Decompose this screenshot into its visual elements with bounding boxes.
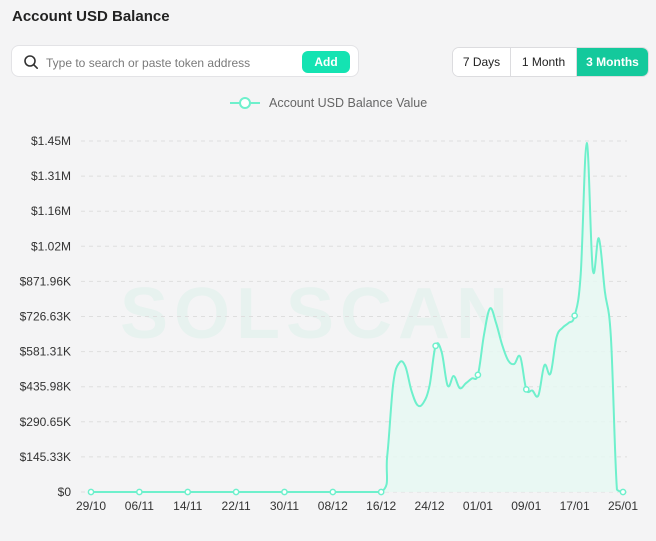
search-input[interactable] xyxy=(44,52,303,74)
x-tick-label: 01/01 xyxy=(463,499,493,513)
legend-label: Account USD Balance Value xyxy=(269,96,428,110)
x-tick-label: 14/11 xyxy=(173,499,202,513)
x-tick-label: 08/12 xyxy=(318,499,348,513)
balance-chart: SOLSCAN $0 $145.33K $290.65K $435.98K $581.3… xyxy=(20,134,639,513)
x-tick-label: 16/12 xyxy=(366,499,396,513)
data-point-marker[interactable] xyxy=(232,488,240,496)
range-3-months-button[interactable]: 3 Months xyxy=(577,48,648,76)
data-point-marker[interactable] xyxy=(281,488,288,496)
y-tick-label: $145.33K xyxy=(20,450,71,464)
y-tick-label: $871.96K xyxy=(20,274,71,288)
legend-line-marker-icon xyxy=(230,97,260,109)
data-point-marker[interactable] xyxy=(87,488,95,496)
y-tick-label: $290.65K xyxy=(20,415,71,429)
x-tick-label: 25/01 xyxy=(608,499,638,513)
x-tick-label: 17/01 xyxy=(560,499,590,513)
y-tick-label: $1.16M xyxy=(31,204,71,218)
y-tick-label: $1.31M xyxy=(31,169,71,183)
data-point-marker[interactable] xyxy=(329,488,337,496)
solscan-watermark: SOLSCAN xyxy=(120,274,514,354)
data-point-marker[interactable] xyxy=(571,312,578,320)
x-tick-label: 29/10 xyxy=(76,499,106,513)
data-point-marker[interactable] xyxy=(184,488,192,496)
x-tick-label: 30/11 xyxy=(270,499,299,513)
data-point-marker[interactable] xyxy=(432,342,439,350)
page-title: Account USD Balance xyxy=(12,8,170,25)
y-tick-label: $1.02M xyxy=(31,239,71,253)
y-tick-label: $435.98K xyxy=(20,380,71,394)
data-point-marker[interactable] xyxy=(619,488,627,496)
x-tick-label: 24/12 xyxy=(415,499,445,513)
range-1-month-button[interactable]: 1 Month xyxy=(511,48,577,76)
y-tick-label: $0 xyxy=(58,485,72,499)
y-tick-label: $581.31K xyxy=(20,345,71,359)
data-point-marker[interactable] xyxy=(522,386,530,393)
range-7-days-button[interactable]: 7 Days xyxy=(453,48,511,76)
data-point-marker[interactable] xyxy=(136,488,143,496)
x-tick-label: 22/11 xyxy=(222,499,251,513)
data-point-marker[interactable] xyxy=(474,371,482,379)
chart-legend-item[interactable]: Account USD Balance Value xyxy=(230,94,427,112)
token-search-bar: Add xyxy=(11,45,359,77)
balance-area-fill xyxy=(91,142,623,492)
x-tick-label: 06/11 xyxy=(125,499,154,513)
y-tick-label: $726.63K xyxy=(20,310,71,324)
search-icon xyxy=(24,55,38,69)
balance-line xyxy=(90,141,624,494)
x-tick-label: 09/01 xyxy=(511,499,541,513)
y-tick-label: $1.45M xyxy=(31,134,71,148)
data-point-marker[interactable] xyxy=(377,488,385,496)
add-token-button[interactable]: Add xyxy=(302,51,350,73)
time-range-selector: 7 Days 1 Month 3 Months xyxy=(452,47,649,77)
